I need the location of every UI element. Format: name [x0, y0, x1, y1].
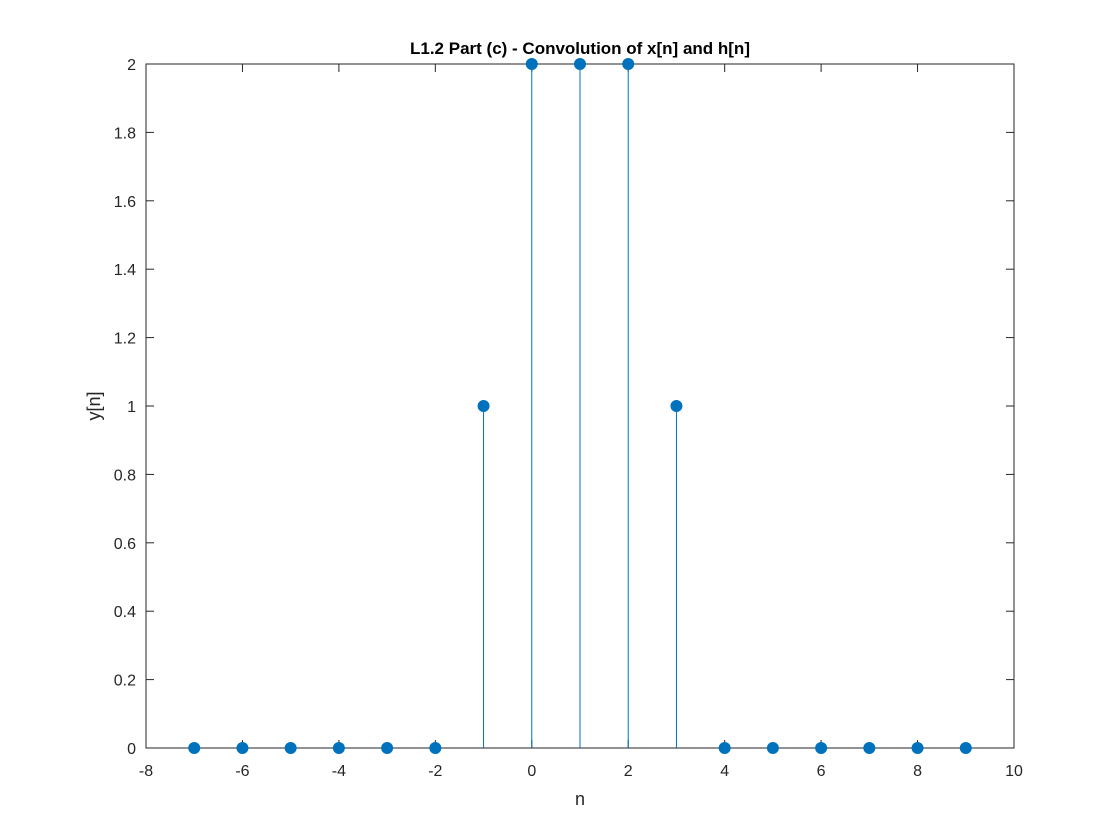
y-tick-label: 0.8 — [114, 467, 136, 484]
y-tick-label: 1.4 — [114, 262, 136, 279]
x-tick-label: 0 — [527, 763, 536, 780]
y-tick-label: 1 — [127, 399, 136, 416]
y-tick-label: 0.6 — [114, 536, 136, 553]
stem-marker — [477, 400, 490, 412]
stem-marker — [670, 400, 683, 412]
y-tick-label: 1.8 — [114, 125, 136, 142]
stem-marker — [718, 742, 731, 754]
x-tick-label: 10 — [1005, 763, 1023, 780]
x-tick-label: 2 — [624, 763, 633, 780]
x-axis-label: n — [575, 789, 585, 809]
y-tick-label: 2 — [127, 57, 136, 74]
x-tick-label: 6 — [817, 763, 826, 780]
y-tick-label: 1.2 — [114, 331, 136, 348]
stem-marker — [236, 742, 249, 754]
stem-marker — [284, 742, 297, 754]
stem-series — [188, 58, 972, 754]
y-tick-label: 0.4 — [114, 604, 136, 621]
x-tick-label: -8 — [139, 763, 153, 780]
stem-marker — [815, 742, 828, 754]
stem-marker — [188, 742, 201, 754]
x-tick-label: 4 — [720, 763, 729, 780]
stem-marker — [863, 742, 876, 754]
stem-marker — [332, 742, 345, 754]
y-tick-label: 0.2 — [114, 673, 136, 690]
chart-title: L1.2 Part (c) - Convolution of x[n] and … — [410, 39, 750, 58]
x-tick-label: -4 — [332, 763, 346, 780]
stem-marker — [911, 742, 924, 754]
stem-marker — [622, 58, 635, 70]
stem-marker — [766, 742, 779, 754]
stem-marker — [525, 58, 538, 70]
stem-marker — [574, 58, 586, 70]
x-tick-label: 8 — [913, 763, 922, 780]
x-tick-label: -2 — [428, 763, 442, 780]
stem-marker — [381, 742, 394, 754]
y-tick-label: 0 — [127, 741, 136, 758]
stem-marker — [959, 742, 972, 754]
x-tick-label: -6 — [235, 763, 249, 780]
stem-marker — [429, 742, 442, 754]
y-tick-label: 1.6 — [114, 194, 136, 211]
y-axis-label: y[n] — [84, 391, 104, 420]
